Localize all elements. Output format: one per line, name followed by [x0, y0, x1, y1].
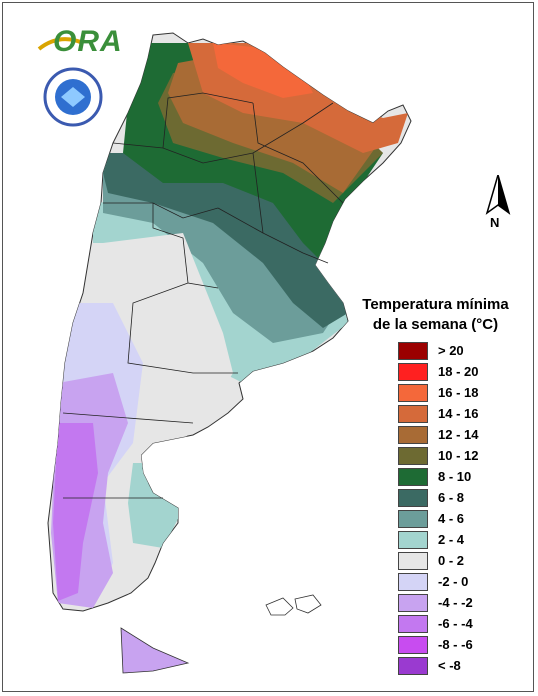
legend-swatch	[398, 383, 428, 402]
province-borders	[62, 92, 344, 499]
legend-swatch	[398, 593, 428, 612]
legend-label: 12 - 14	[438, 427, 479, 442]
legend-swatch	[398, 341, 428, 360]
legend-item: 2 - 4	[398, 529, 478, 550]
north-arrow-icon	[485, 175, 511, 215]
legend-item: > 20	[398, 340, 478, 361]
legend-label: 2 - 4	[438, 532, 465, 547]
legend-swatch	[398, 635, 428, 654]
legend-item: -8 - -6	[398, 634, 478, 655]
legend-swatch	[398, 467, 428, 486]
legend-label: > 20	[438, 343, 464, 358]
legend-item: < -8	[398, 655, 478, 676]
legend-label: -8 - -6	[438, 637, 473, 652]
legend-item: 6 - 8	[398, 487, 478, 508]
legend-label: 14 - 16	[438, 406, 479, 421]
legend-title-line2: de la semana (°C)	[372, 316, 499, 333]
legend-label: 16 - 18	[438, 385, 479, 400]
legend-item: 4 - 6	[398, 508, 478, 529]
legend-label: 10 - 12	[438, 448, 479, 463]
legend-title: Temperatura mínima de la semana (°C)	[343, 295, 528, 335]
legend-swatch	[398, 572, 428, 591]
argentina-temperature-map	[37, 32, 412, 674]
legend-swatch	[398, 509, 428, 528]
legend-swatch	[398, 614, 428, 633]
legend-item: -2 - 0	[398, 571, 478, 592]
legend-label: < -8	[438, 658, 461, 673]
legend: > 20 18 - 20 16 - 18 14 - 16 12 - 14 10 …	[398, 340, 478, 676]
logo-sun-arc	[37, 37, 84, 51]
legend-item: 0 - 2	[398, 550, 478, 571]
north-label: N	[490, 215, 500, 230]
emblem-logo	[43, 67, 103, 127]
legend-label: -4 - -2	[438, 595, 473, 610]
legend-label: 6 - 8	[438, 490, 465, 505]
legend-swatch	[398, 488, 428, 507]
legend-item: 18 - 20	[398, 361, 478, 382]
legend-title-line1: Temperatura mínima	[362, 296, 509, 313]
legend-label: -6 - -4	[438, 616, 473, 631]
legend-swatch	[398, 425, 428, 444]
legend-swatch	[398, 404, 428, 423]
legend-swatch	[398, 656, 428, 675]
legend-item: -4 - -2	[398, 592, 478, 613]
legend-item: 10 - 12	[398, 445, 478, 466]
legend-swatch	[398, 551, 428, 570]
tierra-del-fuego	[120, 627, 190, 674]
legend-label: 4 - 6	[438, 511, 465, 526]
legend-item: 12 - 14	[398, 424, 478, 445]
legend-label: 0 - 2	[438, 553, 465, 568]
legend-item: 16 - 18	[398, 382, 478, 403]
legend-label: 18 - 20	[438, 364, 479, 379]
legend-label: -2 - 0	[438, 574, 469, 589]
legend-item: 8 - 10	[398, 466, 478, 487]
malvinas-islands	[265, 594, 322, 616]
legend-swatch	[398, 446, 428, 465]
legend-item: -6 - -4	[398, 613, 478, 634]
legend-swatch	[398, 362, 428, 381]
legend-item: 14 - 16	[398, 403, 478, 424]
legend-label: 8 - 10	[438, 469, 472, 484]
legend-swatch	[398, 530, 428, 549]
ora-logo-text: ORA	[53, 25, 123, 58]
